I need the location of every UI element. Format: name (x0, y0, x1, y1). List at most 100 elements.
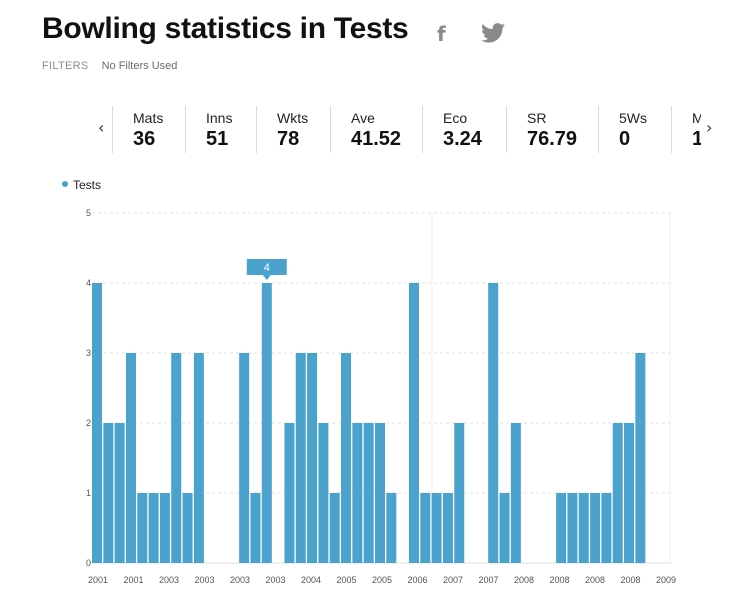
bar (92, 283, 102, 563)
x-tick-label: 2008 (549, 575, 569, 585)
bar (193, 353, 204, 563)
bar (454, 423, 465, 563)
stat-m: M 1 (671, 106, 701, 153)
stat-label: Wkts (277, 110, 309, 126)
stat-value: 1 (692, 128, 701, 150)
stat-label: Mats (133, 110, 164, 126)
y-tick-label: 1 (86, 488, 91, 498)
bar (137, 493, 148, 563)
stat-label: Ave (351, 110, 375, 126)
stat-wkts: Wkts 78 (256, 106, 330, 153)
x-tick-label: 2001 (123, 575, 143, 585)
x-tick-label: 2003 (194, 575, 214, 585)
bar (612, 423, 623, 563)
bar (341, 353, 352, 563)
bar (635, 353, 646, 563)
bar (148, 493, 159, 563)
bar (182, 493, 193, 563)
legend-dot-icon (62, 181, 68, 187)
bar (103, 423, 114, 563)
filters-value[interactable]: No Filters Used (101, 60, 178, 72)
stat-label: SR (527, 110, 547, 126)
x-tick-label: 2003 (265, 575, 285, 585)
bar (159, 493, 170, 563)
bar (601, 493, 612, 563)
x-tick-label: 2006 (407, 575, 427, 585)
bar (578, 493, 589, 563)
y-tick-label: 2 (86, 418, 91, 428)
y-tick-label: 0 (86, 558, 91, 568)
legend-item-tests: Tests (73, 178, 102, 192)
x-tick-label: 2003 (230, 575, 250, 585)
tooltip-label: 4 (264, 262, 270, 274)
stat-inns: Inns 51 (185, 106, 256, 153)
stat-mats: Mats 36 (112, 106, 185, 153)
bar (386, 493, 397, 563)
facebook-icon[interactable]: f (437, 22, 446, 46)
bar (488, 283, 499, 563)
bar (295, 353, 306, 563)
stat-value: 78 (277, 128, 300, 150)
stats-strip: Mats 36 Inns 51 Wkts 78 Ave 41.52 Eco 3.… (112, 106, 701, 153)
bar-chart: 0 1 2 3 4 5 2001 2001 2003 2003 2003 2003 2004 2005 20… (86, 208, 676, 585)
bar (239, 353, 250, 563)
stat-label: Eco (443, 110, 468, 126)
bar (318, 423, 329, 563)
x-tick-label: 2005 (336, 575, 356, 585)
chart-legend[interactable]: Tests (62, 178, 101, 192)
stat-5ws: 5Ws 0 (598, 106, 671, 153)
bar (363, 423, 374, 563)
x-tick-label: 2003 (159, 575, 179, 585)
x-tick-label: 2009 (656, 575, 676, 585)
bar (590, 493, 601, 563)
bar (171, 353, 182, 563)
filters-label: FILTERS (42, 60, 89, 72)
stat-value: 76.79 (527, 128, 578, 150)
stat-eco: Eco 3.24 (422, 106, 506, 153)
stat-value: 41.52 (351, 128, 402, 150)
stat-value: 3.24 (443, 128, 482, 150)
x-tick-label: 2004 (301, 575, 321, 585)
bar (250, 493, 261, 563)
x-tick-label: 2005 (372, 575, 392, 585)
stat-value: 36 (133, 128, 156, 150)
bar (352, 423, 363, 563)
bar (329, 493, 340, 563)
bar (567, 493, 578, 563)
bar (261, 283, 272, 563)
bar (125, 353, 136, 563)
bar (442, 493, 453, 563)
y-tick-label: 5 (86, 208, 91, 218)
filters-bar: FILTERS No Filters Used (42, 60, 177, 72)
stat-label: Inns (206, 110, 233, 126)
stat-sr: SR 76.79 (506, 106, 598, 153)
x-tick-label: 2008 (585, 575, 605, 585)
bar (114, 423, 125, 563)
stat-ave: Ave 41.52 (330, 106, 422, 153)
x-tick-label: 2008 (620, 575, 640, 585)
stat-label: 5Ws (619, 110, 647, 126)
y-tick-label: 3 (86, 348, 91, 358)
x-tick-label: 2008 (514, 575, 534, 585)
bar (499, 493, 510, 563)
bar (431, 493, 442, 563)
bar (624, 423, 635, 563)
bar (420, 493, 431, 563)
x-tick-label: 2001 (88, 575, 108, 585)
bar (408, 283, 419, 563)
page-title: Bowling statistics in Tests (42, 12, 409, 45)
x-tick-label: 2007 (478, 575, 498, 585)
stat-label: M (692, 110, 701, 126)
stat-value: 0 (619, 128, 631, 150)
chevron-right-icon[interactable]: › (706, 118, 713, 137)
bar (556, 493, 567, 563)
tooltip-pointer (262, 275, 271, 280)
stat-value: 51 (206, 128, 229, 150)
bar (307, 353, 318, 563)
tooltip-box (246, 259, 287, 275)
y-tick-label: 4 (86, 278, 91, 288)
chevron-left-icon[interactable]: ‹ (98, 118, 105, 137)
twitter-icon[interactable] (481, 23, 505, 43)
bar (375, 423, 385, 563)
x-tick-label: 2007 (443, 575, 463, 585)
